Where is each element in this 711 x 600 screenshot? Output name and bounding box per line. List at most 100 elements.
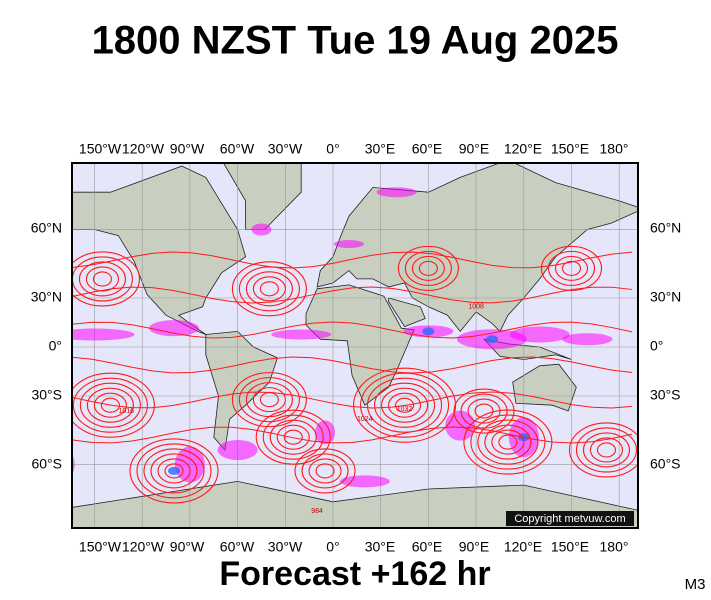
lat-label: 0° — [650, 338, 663, 354]
copyright-box — [506, 511, 634, 526]
map-layer: 1016 1024 1032 1008 984 — [72, 163, 638, 528]
precip-heavy — [422, 327, 435, 336]
isobar — [474, 403, 494, 419]
precip — [251, 223, 272, 236]
land — [388, 297, 426, 328]
lat-label: 60°N — [31, 220, 62, 236]
lat-label: 30°N — [31, 289, 62, 305]
model-label: M3 — [685, 576, 706, 593]
lon-label: 60°W — [220, 539, 255, 555]
lon-label: 90°W — [170, 141, 205, 157]
isobar — [453, 388, 515, 434]
lat-label: 30°S — [650, 387, 681, 403]
isobar — [86, 387, 134, 423]
isobar — [157, 458, 191, 484]
isobar — [575, 427, 638, 473]
lon-label: 120°W — [122, 141, 165, 157]
precip — [376, 187, 417, 198]
lon-label: 90°E — [459, 141, 490, 157]
isobar — [283, 429, 303, 445]
lon-label: 0° — [326, 539, 339, 555]
isobar — [72, 426, 633, 444]
precip — [271, 329, 332, 340]
isobar — [373, 382, 436, 428]
lon-label: 60°E — [412, 539, 443, 555]
isobar — [470, 414, 546, 470]
lon-label: 150°W — [79, 539, 122, 555]
isobar — [460, 393, 508, 429]
isobar — [397, 245, 459, 291]
lon-label: 150°W — [79, 141, 122, 157]
map-frame — [71, 162, 639, 529]
lon-label: 180° — [600, 539, 629, 555]
precip-heavy — [168, 466, 180, 475]
isobar — [359, 372, 450, 438]
isobar — [491, 429, 525, 455]
isobar — [252, 276, 286, 302]
isobar — [100, 397, 120, 413]
isobar — [596, 442, 617, 458]
precip-heavy — [486, 335, 498, 344]
isobar — [252, 387, 286, 413]
lon-label: 120°E — [504, 539, 542, 555]
isobar — [72, 356, 633, 374]
isobar — [245, 271, 293, 307]
precip — [72, 328, 135, 341]
isobar — [554, 255, 589, 281]
isobar-label: 984 — [311, 508, 323, 515]
isobar-label: 1008 — [468, 304, 484, 311]
isobar — [276, 424, 310, 450]
copyright: Copyright metvuw.com — [514, 513, 625, 525]
isobar — [547, 250, 596, 286]
land — [72, 165, 247, 335]
lon-label: 120°E — [504, 141, 542, 157]
lat-label: 60°S — [31, 456, 62, 472]
isobar — [380, 387, 429, 423]
lat-label: 60°N — [650, 220, 681, 236]
isobar — [561, 260, 582, 276]
lon-label: 120°W — [122, 539, 165, 555]
isobar — [72, 251, 633, 269]
isobar — [394, 397, 415, 413]
lon-label: 90°E — [459, 539, 490, 555]
lat-label: 60°S — [650, 456, 681, 472]
lat-label: 30°N — [650, 289, 681, 305]
isobar — [136, 443, 212, 499]
isobar — [150, 453, 198, 489]
lat-label: 30°S — [31, 387, 62, 403]
isobar — [231, 261, 307, 317]
precip — [333, 240, 364, 249]
lon-label: 30°W — [268, 539, 303, 555]
precip — [149, 320, 199, 337]
isobar — [245, 382, 293, 418]
isobar-label: 1032 — [397, 406, 413, 413]
lon-label: 30°E — [365, 539, 396, 555]
isobar — [540, 245, 603, 291]
isobar — [238, 377, 300, 423]
precip — [217, 439, 258, 460]
isobar — [294, 448, 356, 494]
isobar — [79, 382, 141, 428]
lon-label: 30°E — [365, 141, 396, 157]
lon-label: 90°W — [170, 539, 205, 555]
lon-label: 150°E — [551, 539, 589, 555]
isobar — [143, 448, 205, 494]
isobar — [72, 391, 633, 409]
isobar — [467, 398, 501, 424]
lon-label: 180° — [600, 141, 629, 157]
lon-label: 30°W — [268, 141, 303, 157]
precip — [562, 333, 613, 346]
isobar — [477, 419, 539, 465]
precip — [509, 326, 570, 343]
forecast-label: Forecast +162 hr — [219, 555, 490, 593]
isobar-label: 1024 — [357, 416, 373, 423]
isobar — [164, 463, 184, 479]
land — [316, 163, 638, 333]
lon-label: 60°E — [412, 141, 443, 157]
lon-label: 60°W — [220, 141, 255, 157]
isobar — [498, 434, 518, 450]
isobar-label: 1016 — [119, 408, 135, 415]
isobar — [255, 409, 331, 465]
isobar — [72, 321, 633, 339]
